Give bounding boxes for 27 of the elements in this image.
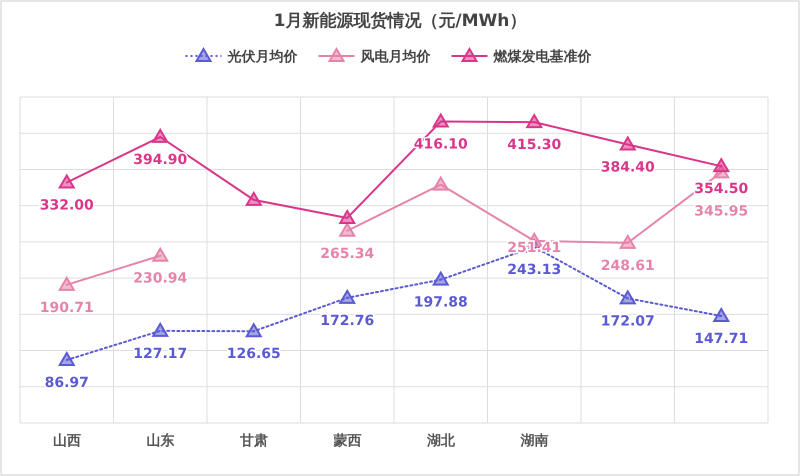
- x-tick-label: 山西: [52, 433, 81, 449]
- data-label: 230.94: [133, 270, 188, 287]
- legend-label: 风电月均价: [360, 49, 432, 65]
- data-label: 86.97: [44, 374, 89, 391]
- data-label: 384.40: [600, 160, 656, 176]
- legend-label: 燃煤发电基准价: [492, 49, 592, 65]
- data-label: 265.34: [320, 246, 375, 262]
- x-tick-label: 蒙西: [332, 433, 362, 449]
- x-tick-label: 甘肃: [238, 433, 268, 449]
- x-tick-label: 湖南: [519, 433, 548, 449]
- x-tick-label: 湖北: [426, 433, 456, 449]
- data-label: 243.13: [507, 262, 562, 278]
- data-label: 147.71: [694, 330, 748, 347]
- legend-label: 光伏月均价: [226, 49, 298, 65]
- chart-title: 1月新能源现货情况（元/MWh）: [274, 11, 526, 31]
- data-label: 190.71: [40, 300, 94, 316]
- data-label: 248.61: [600, 258, 655, 274]
- data-label: 415.30: [507, 137, 562, 154]
- x-tick-label: 山东: [146, 432, 174, 449]
- data-label: 345.95: [694, 203, 748, 220]
- data-label: 126.65: [226, 346, 281, 362]
- data-label: 172.76: [320, 312, 374, 329]
- data-label: 127.17: [133, 346, 188, 362]
- data-label: 332.00: [40, 197, 94, 214]
- data-label: 394.90: [133, 152, 188, 168]
- data-label: 197.88: [414, 294, 468, 311]
- data-label: 172.07: [600, 313, 655, 330]
